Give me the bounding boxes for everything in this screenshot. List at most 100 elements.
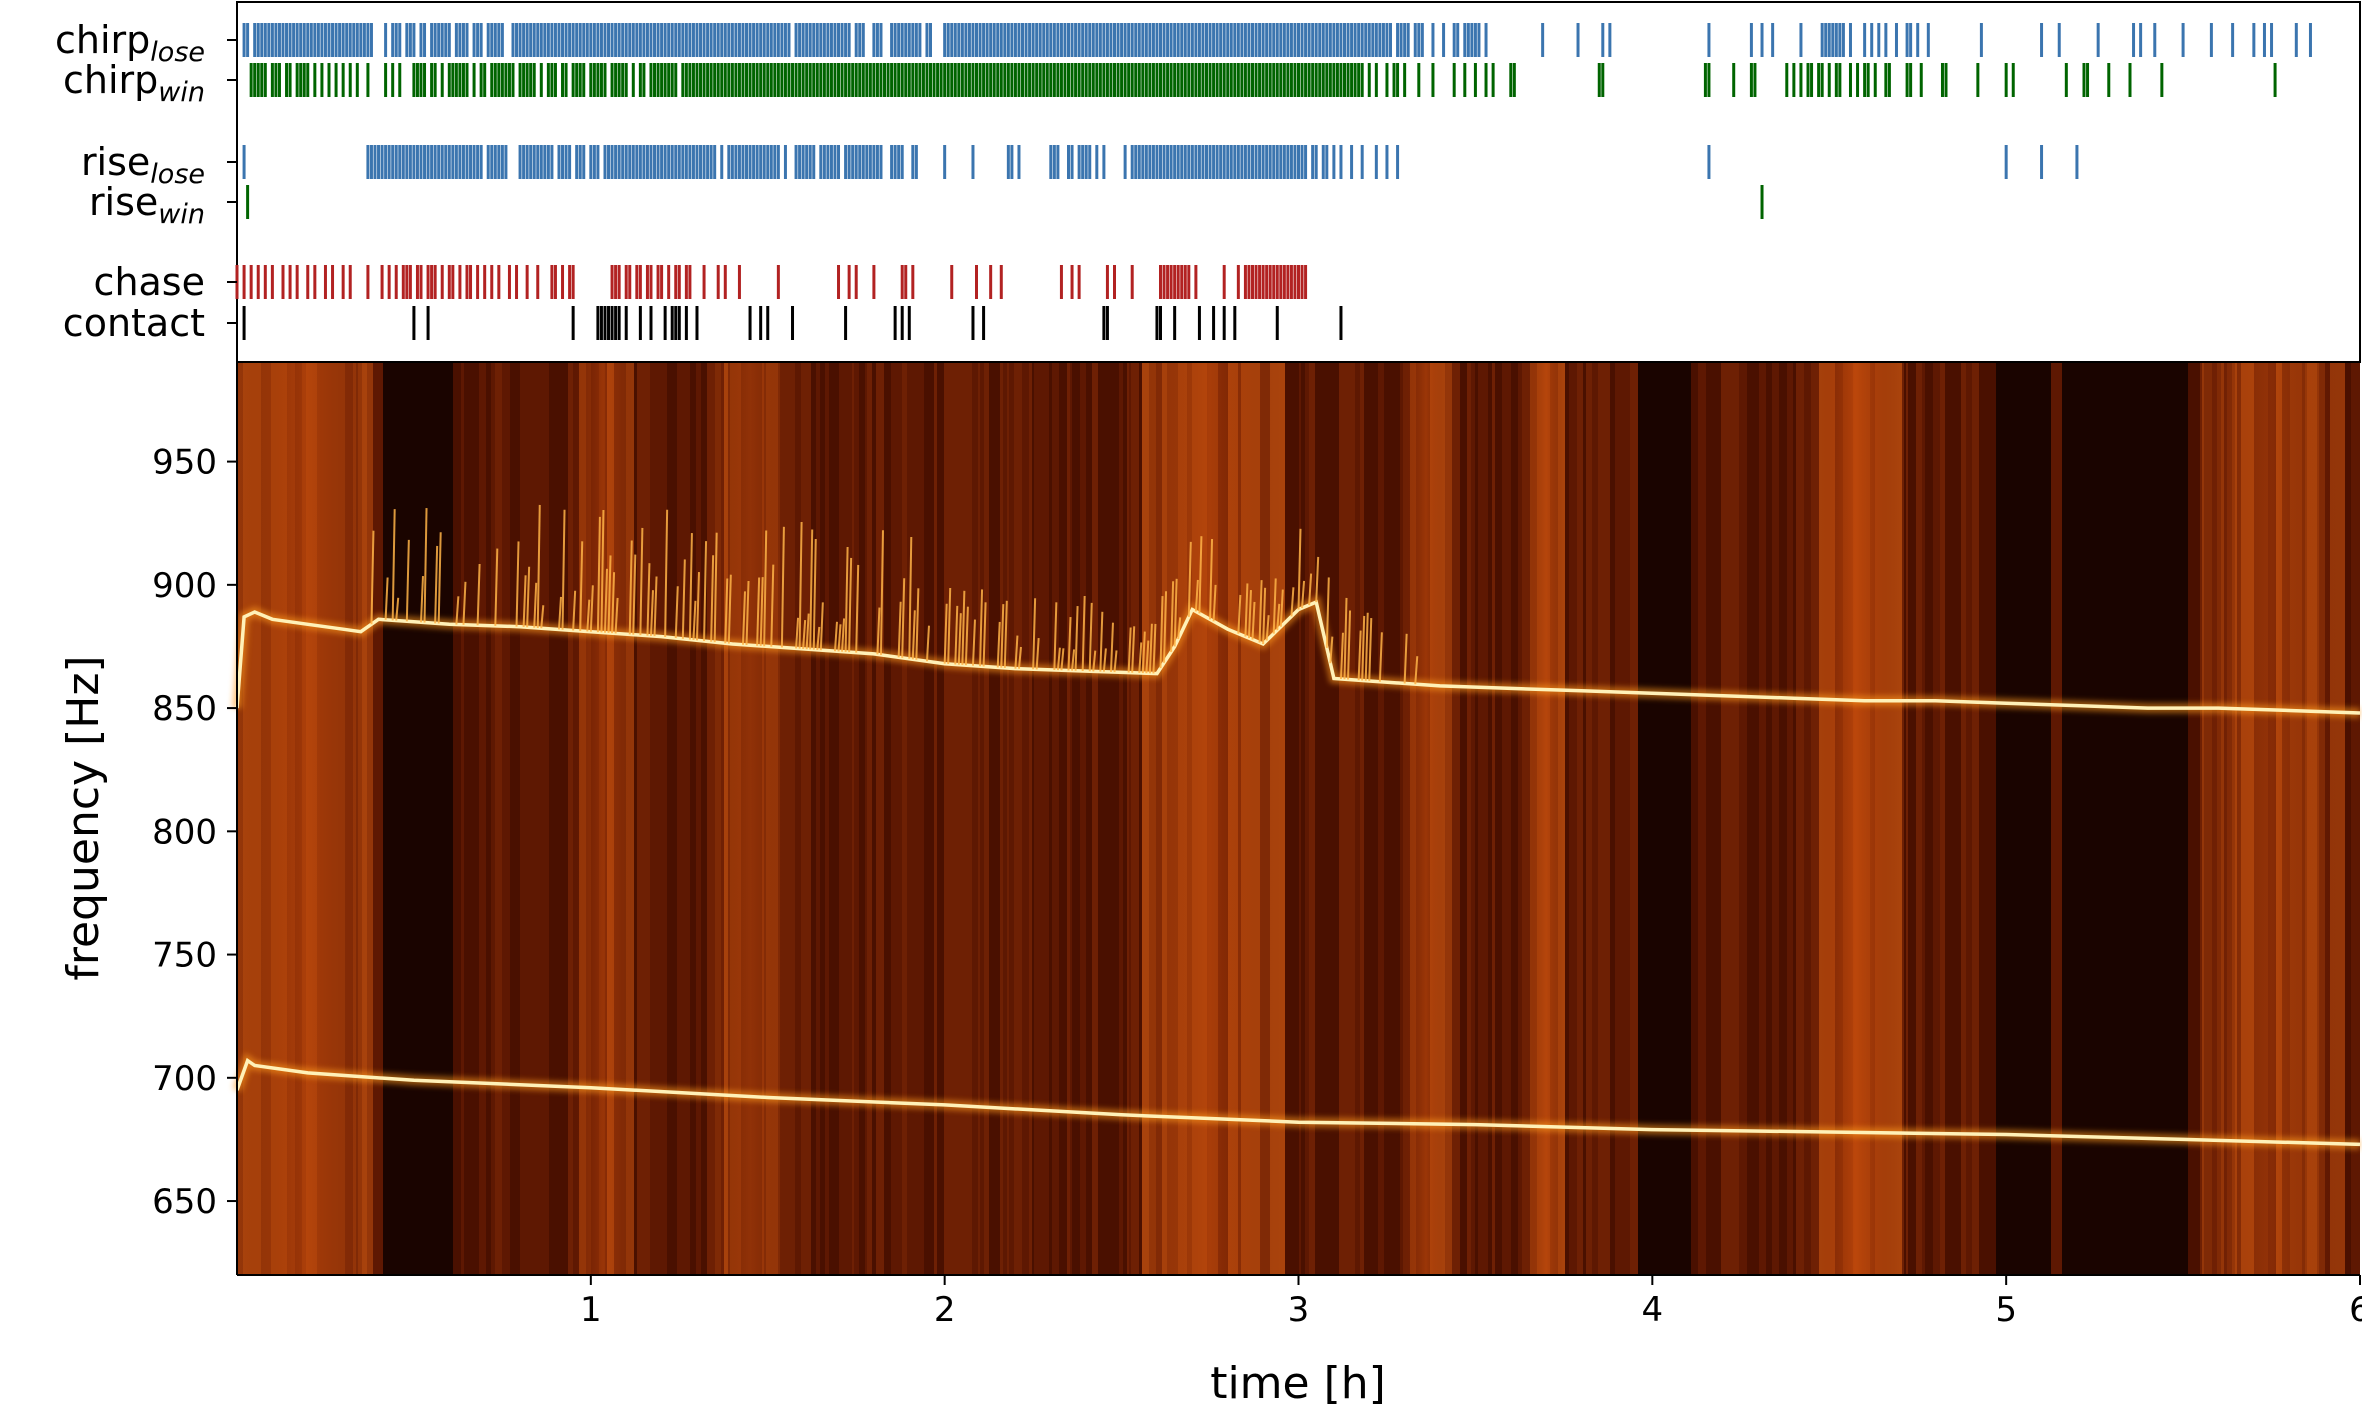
- chirp-spike: [1209, 538, 1214, 620]
- chirp-spike: [1017, 646, 1022, 669]
- y-tick-label: 850: [152, 689, 217, 729]
- chirp-spike: [964, 606, 969, 666]
- spectrogram-column: [2124, 363, 2129, 1275]
- raster-row-label-main: rise: [81, 140, 150, 184]
- chirp-spike: [1141, 631, 1146, 674]
- chirp-spike: [763, 530, 768, 647]
- spectrogram-column: [2051, 363, 2055, 1275]
- chirp-spike: [1102, 648, 1107, 672]
- spectrogram-column: [395, 363, 400, 1275]
- spectrogram-column: [795, 363, 801, 1275]
- chirp-spike: [855, 564, 860, 653]
- raster-row-chirp-win: [249, 63, 2277, 97]
- spectrogram-column: [2345, 363, 2351, 1275]
- chirp-spike: [1325, 577, 1330, 648]
- spectrogram-column: [690, 363, 696, 1275]
- raster-row-contact: [242, 306, 1343, 340]
- spectrogram-column: [461, 363, 464, 1275]
- chirp-spike: [1361, 615, 1366, 681]
- chirp-spike: [1159, 596, 1164, 669]
- chirp-spike: [649, 590, 654, 636]
- spectrogram-column: [1940, 363, 1945, 1275]
- chirp-spike: [1251, 601, 1256, 640]
- chirp-spike: [611, 572, 616, 634]
- spectrogram-column: [1475, 363, 1478, 1275]
- spectrogram-column: [2005, 363, 2007, 1275]
- spectrogram-column: [2046, 363, 2051, 1275]
- chirp-spike: [979, 589, 984, 667]
- spectrogram-column: [1945, 363, 1952, 1275]
- spectrogram-column: [1750, 363, 1752, 1275]
- spectrogram-column: [1467, 363, 1471, 1275]
- spectrogram-axes: 650 700 750 800 850 900 950 1 2 3 4 5 6: [152, 363, 2362, 1330]
- x-tick-label: 1: [580, 1290, 602, 1330]
- y-tick-label: 650: [152, 1182, 217, 1222]
- spectrogram-column: [919, 363, 924, 1275]
- raster-row-label: contact: [63, 301, 205, 345]
- spectrogram-column: [2032, 363, 2040, 1275]
- spectrogram-column: [1598, 363, 1602, 1275]
- chirp-spike: [1315, 556, 1320, 603]
- spectrogram-column: [1009, 363, 1014, 1275]
- raster-rows: [235, 23, 2312, 340]
- spectrogram-column: [1291, 363, 1299, 1275]
- chirp-spike: [639, 527, 644, 636]
- spectrogram-column: [634, 363, 637, 1275]
- chirp-spike: [1113, 650, 1118, 673]
- spectrogram-column: [1734, 363, 1739, 1275]
- chirp-spike: [876, 607, 881, 655]
- chirp-spike: [961, 590, 966, 665]
- y-tick-label: 800: [152, 812, 217, 852]
- spectrogram-column: [1702, 363, 1706, 1275]
- spectrogram-column: [1041, 363, 1049, 1275]
- spectrogram-column: [1610, 363, 1615, 1275]
- chirp-spike: [384, 577, 389, 620]
- chirp-spike: [1237, 594, 1242, 634]
- spectrogram-column: [1586, 363, 1592, 1275]
- spectrogram-column: [902, 363, 907, 1275]
- spectrogram-column: [1054, 363, 1059, 1275]
- raster-row-label-sub: lose: [150, 159, 205, 190]
- spectrogram-column: [2357, 363, 2360, 1275]
- spectrogram-column: [1502, 363, 1504, 1275]
- spectrogram-column: [1906, 363, 1908, 1275]
- spectrogram-column: [1116, 363, 1119, 1275]
- spectrogram-column: [661, 363, 667, 1275]
- spectrogram-column: [1747, 363, 1750, 1275]
- spectrogram-column: [1796, 363, 1804, 1275]
- chirp-spike: [688, 533, 693, 640]
- spectrogram-column: [1364, 363, 1372, 1275]
- spectrogram-column: [696, 363, 701, 1275]
- chirp-spike: [646, 563, 651, 636]
- chirp-spike: [692, 600, 697, 640]
- spectrogram-column: [2030, 363, 2032, 1275]
- spectrogram-column: [502, 363, 510, 1275]
- spectrogram-column: [980, 363, 984, 1275]
- chirp-spike: [816, 626, 821, 650]
- spectrogram-column: [1683, 363, 1691, 1275]
- chirp-spike: [908, 536, 913, 659]
- spectrogram-column: [1301, 363, 1305, 1275]
- spectrogram-column: [1123, 363, 1127, 1275]
- spectrogram-column: [1092, 363, 1098, 1275]
- chirp-spike: [1187, 541, 1192, 617]
- chirp-spike: [1414, 656, 1419, 685]
- spectrogram-column: [1925, 363, 1933, 1275]
- spectrogram-column: [820, 363, 825, 1275]
- chirp-spike: [1092, 650, 1097, 672]
- chirp-spike: [1343, 597, 1348, 680]
- chirp-spike: [526, 566, 531, 628]
- spectrogram-column: [944, 363, 952, 1275]
- chirp-spike: [1258, 580, 1263, 643]
- chirp-spike: [925, 625, 930, 662]
- chirp-spike: [724, 578, 729, 644]
- spectrogram-column: [1070, 363, 1072, 1275]
- chirp-spike: [370, 530, 375, 625]
- spectrogram-column: [1129, 363, 1131, 1275]
- spectrogram-column: [1104, 363, 1109, 1275]
- spectrogram-column: [1445, 363, 1452, 1275]
- spectrogram-column: [884, 363, 891, 1275]
- spectrogram-column: [891, 363, 894, 1275]
- spectrogram-column: [994, 363, 1000, 1275]
- spectrogram-column: [2148, 363, 2155, 1275]
